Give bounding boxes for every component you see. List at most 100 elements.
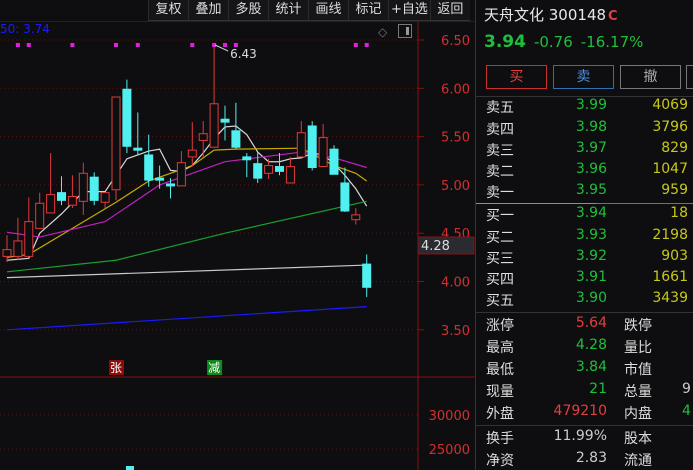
stat-row: 净资 2.83 流通 xyxy=(476,450,693,470)
candle xyxy=(57,176,66,206)
order-row[interactable]: 卖四 3.98 3796 xyxy=(476,119,693,139)
y-tick-label: 3.50 xyxy=(441,324,470,339)
stat-row: 最低 3.84 市值 xyxy=(476,359,693,379)
high-price-label: 6.43 xyxy=(230,47,257,61)
row-value: 21 xyxy=(589,381,607,397)
row-value: 11.99% xyxy=(553,428,607,444)
toolbar-button[interactable]: 画线 xyxy=(308,0,348,20)
order-row[interactable]: 买三 3.92 903 xyxy=(476,248,693,268)
row-value: 3.98 xyxy=(575,119,607,135)
candle xyxy=(144,134,154,187)
candle-body xyxy=(198,133,208,141)
stock-title: 天舟文化 300148 C xyxy=(484,4,618,25)
volume-bar xyxy=(126,466,134,470)
candle-body xyxy=(100,192,110,203)
row-value: 3.96 xyxy=(575,161,607,177)
candle xyxy=(155,165,165,189)
cancel-button[interactable]: 撤 xyxy=(620,65,681,89)
row-volume: 829 xyxy=(661,140,688,156)
row-label: 买四 xyxy=(486,272,514,288)
toolbar-button[interactable]: 叠加 xyxy=(188,0,228,20)
candle-body xyxy=(242,156,252,161)
candle-body xyxy=(35,202,45,229)
candle-body xyxy=(133,147,143,151)
row-label: 净资 xyxy=(486,453,514,469)
kline-chart[interactable]: 6.506.005.505.004.504.003.5030000250006.… xyxy=(0,0,475,470)
y-tick-label: 6.00 xyxy=(441,82,470,97)
row-label: 现量 xyxy=(486,384,514,400)
signal-dot xyxy=(26,43,31,47)
row-label-2: 量比 xyxy=(624,340,652,356)
order-row[interactable]: 买二 3.93 2198 xyxy=(476,227,693,247)
signal-dot xyxy=(212,43,217,47)
candle-body xyxy=(122,88,132,147)
row-label: 最低 xyxy=(486,362,514,378)
row-value: 3.94 xyxy=(575,205,607,221)
candle xyxy=(253,152,263,183)
order-row[interactable]: 卖三 3.97 829 xyxy=(476,140,693,160)
candle xyxy=(318,124,328,168)
candle xyxy=(198,121,208,157)
order-row[interactable]: 卖一 3.95 959 xyxy=(476,182,693,202)
signal-badge xyxy=(207,360,223,375)
order-row[interactable]: 买一 3.94 18 xyxy=(476,205,693,225)
sell-button[interactable]: 卖 xyxy=(553,65,614,89)
diamond-icon[interactable]: ◇ xyxy=(378,25,388,39)
y-tick-label: 5.50 xyxy=(441,131,470,146)
candle-body xyxy=(209,103,219,148)
divider xyxy=(476,203,596,204)
toolbar-button[interactable]: 标记 xyxy=(348,0,388,20)
candle-body xyxy=(329,148,339,175)
candle-body xyxy=(296,132,306,158)
row-value: 3.84 xyxy=(575,359,607,375)
toolbar-button[interactable]: 返回 xyxy=(429,0,470,20)
panel-toggle-icon[interactable] xyxy=(398,24,412,38)
candle xyxy=(13,217,23,261)
row-value: 3.91 xyxy=(575,269,607,285)
toolbar-button[interactable]: 复权 xyxy=(148,0,188,20)
candle-body xyxy=(78,172,88,202)
signal-dot xyxy=(114,43,118,47)
y-tick-label: 5.00 xyxy=(441,179,470,194)
signal-dot xyxy=(223,43,227,47)
divider xyxy=(476,312,693,313)
row-label: 涨停 xyxy=(486,318,514,334)
order-row[interactable]: 买五 3.90 3439 xyxy=(476,290,693,310)
row-label: 外盘 xyxy=(486,406,514,422)
toolbar-button[interactable]: 统计 xyxy=(268,0,308,20)
candle xyxy=(307,121,317,171)
moving-average-line xyxy=(6,264,367,279)
more-button[interactable] xyxy=(686,65,693,89)
candle xyxy=(340,167,350,212)
candle xyxy=(78,162,88,215)
quote-line: 3.94 -0.76 -16.17% xyxy=(484,32,651,52)
order-row[interactable]: 卖五 3.99 4069 xyxy=(476,97,693,117)
toolbar-button[interactable]: +自选 xyxy=(388,0,430,20)
candle xyxy=(24,197,34,257)
moving-average-line xyxy=(6,151,367,238)
row-label: 换手 xyxy=(486,431,514,447)
candle xyxy=(231,102,241,150)
candle xyxy=(285,156,295,184)
row-label-2: 流通 xyxy=(624,453,652,469)
row-label-2: 内盘 xyxy=(624,406,652,422)
buy-button[interactable]: 买 xyxy=(486,65,547,89)
stat-row: 涨停 5.64 跌停 xyxy=(476,315,693,335)
candle xyxy=(2,235,12,263)
signal-badge-label: 减 xyxy=(208,361,220,375)
stat-row: 外盘 479210 内盘 4 xyxy=(476,403,693,423)
divider xyxy=(0,21,475,22)
order-row[interactable]: 卖二 3.96 1047 xyxy=(476,161,693,181)
row-volume: 959 xyxy=(661,182,688,198)
stock-badge: C xyxy=(608,9,618,24)
toolbar-button[interactable]: 多股 xyxy=(228,0,268,20)
last-price: 3.94 xyxy=(484,32,526,52)
candle-body xyxy=(307,125,317,169)
order-row[interactable]: 买四 3.91 1661 xyxy=(476,269,693,289)
candle-body xyxy=(176,162,186,187)
candle-body xyxy=(46,194,56,214)
row-value: 3.97 xyxy=(575,140,607,156)
candle xyxy=(220,105,230,141)
signal-dot xyxy=(190,43,195,47)
candle-body xyxy=(362,263,372,288)
